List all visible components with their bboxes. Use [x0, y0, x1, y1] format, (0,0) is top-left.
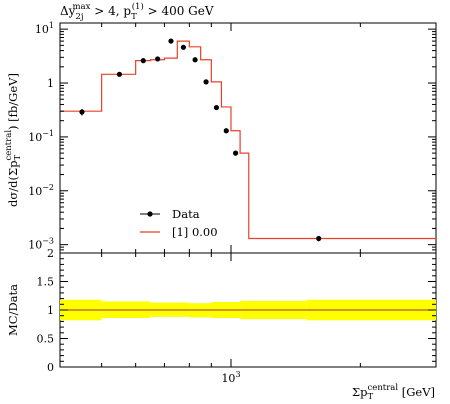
legend-data-label: Data [172, 207, 200, 221]
x-axis-label: ΣpTcentral [GeV] [352, 383, 435, 402]
data-point [168, 38, 174, 44]
data-point [203, 79, 209, 85]
main-frame [59, 22, 437, 254]
mc-step-line [60, 40, 436, 240]
legend: Data [1] 0.00 [140, 207, 218, 239]
data-points [79, 38, 322, 242]
legend-data-marker [147, 211, 153, 217]
data-point [213, 104, 220, 111]
mc-histogram [60, 40, 436, 240]
ratio-y-tick-label: 0 [47, 361, 54, 374]
axis-ticks: 101 1 10−1 10−2 10−3 0 0.5 1 1.5 2 103 [28, 21, 437, 385]
main-y-tick-label: 10−1 [28, 129, 54, 144]
plot-title: Δy2jmax > 4, pT(1) > 400 GeV [60, 1, 214, 22]
main-plot-frame [59, 22, 437, 254]
ratio-uncertainty-band [60, 299, 436, 321]
data-point [192, 57, 198, 63]
x-tick-label: 103 [221, 370, 240, 385]
data-point [232, 150, 239, 156]
ratio-y-axis-label: MC/Data [6, 284, 20, 336]
ratio-y-tick-label: 1 [47, 304, 54, 317]
main-y-axis-label: dσ/d(ΣpTcentral) [fb/GeV] [4, 73, 23, 207]
data-point [155, 56, 161, 62]
main-y-tick-label: 1 [47, 77, 54, 90]
data-point [223, 128, 229, 134]
legend-mc-label: [1] 0.00 [172, 225, 218, 239]
data-point [79, 109, 85, 115]
data-point [180, 44, 187, 50]
main-y-tick-label: 10−2 [28, 183, 54, 198]
main-y-tick-label: 10−3 [28, 237, 54, 252]
ratio-y-tick-label: 0.5 [37, 333, 55, 346]
ratio-y-tick-label: 2 [47, 247, 54, 260]
ratio-y-tick-label: 1.5 [37, 276, 55, 289]
data-point [140, 58, 146, 64]
main-y-tick-label: 101 [35, 21, 54, 36]
data-point [316, 235, 322, 242]
data-point [116, 71, 123, 77]
